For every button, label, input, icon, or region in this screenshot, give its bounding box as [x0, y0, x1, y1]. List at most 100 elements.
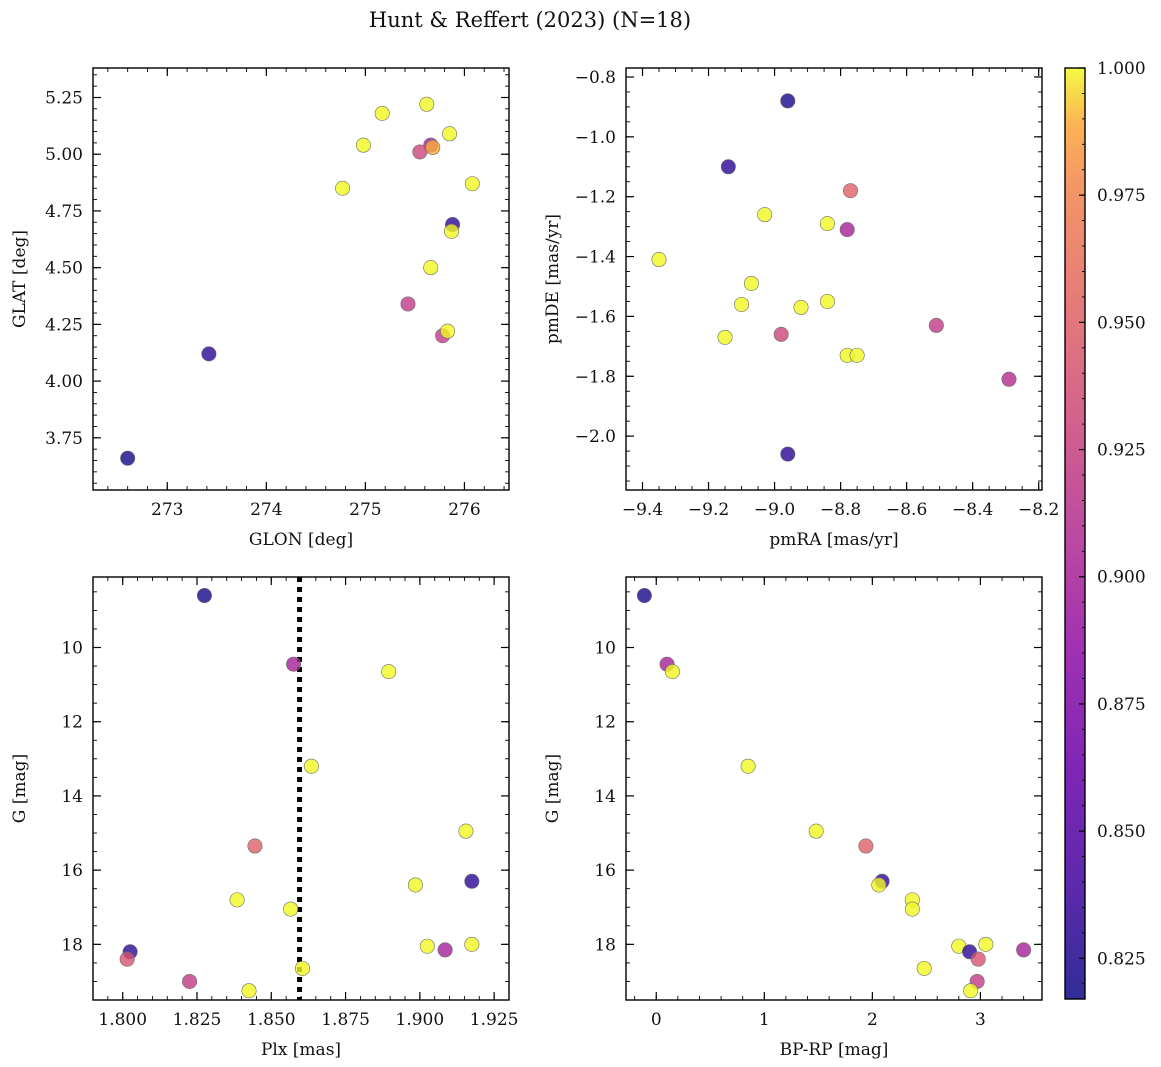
panel-1: 273 274 275 276 3.75 4.00 4.25 4.50 4.75 5.00 5.25…: [10, 67, 510, 550]
data-point: [773, 326, 789, 342]
data-point: [294, 960, 310, 976]
y-axis-label: G [mag]: [543, 754, 563, 823]
data-point: [120, 450, 136, 466]
data-point: [858, 838, 874, 854]
data-point: [335, 180, 351, 196]
data-point: [374, 105, 390, 121]
data-point: [849, 347, 865, 363]
data-point: [740, 758, 756, 774]
y-tick-label: 5.00: [45, 145, 83, 165]
axes-frame: [625, 67, 1043, 491]
x-tick-label: 1.850: [247, 1010, 296, 1030]
x-axis-label: Plx [mas]: [261, 1040, 341, 1060]
data-point: [963, 983, 979, 999]
data-point: [793, 299, 809, 315]
x-tick-label: 1.925: [470, 1010, 519, 1030]
x-axis-label: pmRA [mas/yr]: [769, 530, 898, 550]
x-tick-label: −9.4: [622, 500, 663, 520]
data-point: [636, 588, 652, 604]
y-tick-label: 12: [61, 713, 83, 733]
y-tick-label: −1.0: [575, 128, 616, 148]
x-tick-label: 276: [448, 500, 480, 520]
x-tick-label: 273: [151, 500, 183, 520]
x-tick-label: −8.4: [952, 500, 993, 520]
data-point: [412, 144, 428, 160]
y-tick-label: 4.75: [45, 202, 83, 222]
x-axis-label: BP-RP [mag]: [780, 1040, 889, 1060]
data-point: [425, 139, 441, 155]
x-tick-label: 1: [759, 1010, 770, 1030]
y-tick-label: −2.0: [575, 427, 616, 447]
data-point: [1016, 942, 1032, 958]
colorbar-gradient: [1065, 68, 1085, 999]
y-tick-label: 18: [61, 935, 83, 955]
data-point: [464, 176, 480, 192]
x-tick-label: −8.6: [886, 500, 927, 520]
y-tick-label: 4.50: [45, 259, 83, 279]
data-point: [916, 960, 932, 976]
x-tick-label: 1.875: [321, 1010, 370, 1030]
x-tick-label: 1.800: [98, 1010, 147, 1030]
axes-frame: [625, 576, 1043, 1001]
colorbar-tick-label: 0.975: [1097, 186, 1146, 206]
x-tick-label: 275: [349, 500, 381, 520]
data-point: [743, 275, 759, 291]
y-tick-label: 18: [594, 935, 616, 955]
panels: 273 274 275 276 3.75 4.00 4.25 4.50 4.75 5.00 5.25…: [10, 67, 1059, 1060]
y-tick-label: 5.25: [45, 88, 83, 108]
y-tick-label: 10: [594, 639, 616, 659]
data-point: [241, 983, 257, 999]
colorbar-tick-label: 1.000: [1097, 59, 1146, 79]
data-point: [442, 126, 458, 142]
data-point: [286, 656, 302, 672]
data-point: [381, 664, 397, 680]
y-axis-label: pmDE [mas/yr]: [543, 214, 563, 344]
x-tick-label: 3: [975, 1010, 986, 1030]
data-point: [839, 222, 855, 238]
y-tick-label: −1.6: [575, 307, 616, 327]
data-point: [419, 96, 435, 112]
y-tick-label: 14: [61, 787, 83, 807]
y-tick-label: −1.2: [575, 188, 616, 208]
data-point: [780, 93, 796, 109]
minor-ticks: [626, 68, 1042, 490]
x-tick-label: −8.8: [820, 500, 861, 520]
x-tick-label: 0: [651, 1010, 662, 1030]
data-points: [120, 96, 480, 466]
x-tick-label: −9.0: [754, 500, 795, 520]
data-point: [283, 901, 299, 917]
data-point: [437, 942, 453, 958]
data-point: [303, 758, 319, 774]
data-point: [419, 938, 435, 954]
data-point: [928, 317, 944, 333]
data-points: [651, 93, 1017, 462]
data-point: [819, 216, 835, 232]
y-tick-label: 12: [594, 713, 616, 733]
y-tick-label: 4.25: [45, 315, 83, 335]
data-point: [970, 951, 986, 967]
minor-ticks: [626, 577, 1042, 1000]
y-tick-label: 10: [61, 639, 83, 659]
data-point: [819, 293, 835, 309]
data-point: [757, 207, 773, 223]
y-tick-label: 3.75: [45, 429, 83, 449]
panel-2: −9.4 −9.2 −9.0 −8.8 −8.6 −8.4 −8.2 −2.0 −1.8 −1.6…: [543, 67, 1059, 550]
y-tick-label: 4.00: [45, 372, 83, 392]
y-axis-label: GLAT [deg]: [10, 230, 30, 328]
x-tick-label: −9.2: [688, 500, 729, 520]
y-tick-label: 14: [594, 787, 616, 807]
x-axis-label: GLON [deg]: [249, 530, 353, 550]
y-axis-label: G [mag]: [10, 754, 30, 823]
colorbar-tick-label: 0.825: [1097, 949, 1146, 969]
data-point: [780, 446, 796, 462]
data-point: [400, 296, 416, 312]
data-point: [734, 296, 750, 312]
data-point: [664, 664, 680, 680]
data-point: [229, 892, 245, 908]
data-point: [720, 159, 736, 175]
data-point: [464, 936, 480, 952]
data-point: [440, 323, 456, 339]
data-point: [808, 823, 824, 839]
data-points: [119, 588, 480, 999]
colorbar-tick-label: 0.875: [1097, 695, 1146, 715]
